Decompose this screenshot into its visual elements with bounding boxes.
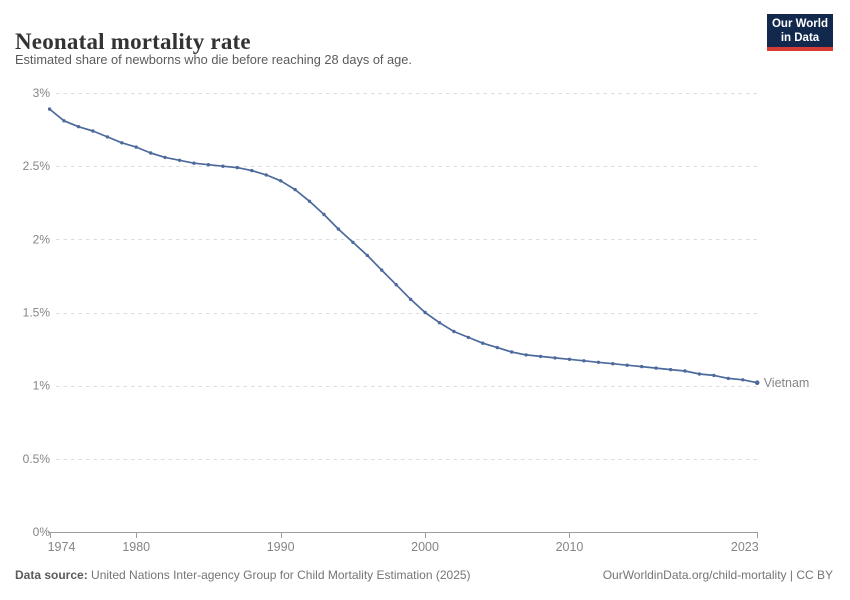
data-point [754, 380, 760, 386]
data-point [553, 356, 557, 360]
data-point [567, 357, 572, 361]
y-axis-tick-label: 0.5% [23, 452, 51, 466]
data-point [481, 341, 485, 345]
y-axis-tick-label: 1% [33, 379, 51, 393]
data-point [105, 135, 110, 139]
data-point [640, 364, 644, 369]
data-point [668, 367, 673, 372]
data-point [437, 321, 442, 325]
chart-footer: Data source: United Nations Inter-agency… [15, 568, 833, 582]
data-point [192, 161, 196, 165]
data-point [408, 297, 413, 301]
data-point [62, 119, 66, 123]
data-point [394, 283, 398, 287]
data-point [307, 199, 312, 203]
series-line [48, 108, 759, 384]
x-axis-tick-label: 2010 [556, 540, 584, 554]
data-point [279, 179, 283, 183]
data-point [76, 125, 81, 129]
owid-logo-line2: in Data [780, 32, 820, 44]
data-source-label: Data source: [15, 568, 88, 582]
data-point [177, 158, 182, 162]
data-point [625, 363, 629, 367]
data-point [712, 373, 716, 378]
data-point [336, 227, 341, 231]
x-axis-tick-label: 2023 [731, 540, 759, 554]
chart-subtitle: Estimated share of newborns who die befo… [15, 52, 412, 67]
x-axis-tick-label: 2000 [411, 540, 439, 554]
data-source-text: United Nations Inter-agency Group for Ch… [87, 568, 471, 582]
data-point [322, 212, 326, 217]
line-chart: 0% 0.5% 1% 1.5% 2% 2.5% 3% 1974 1980 1990 2000 2010… [23, 86, 810, 554]
y-axis-tick-label: 0% [33, 525, 51, 539]
data-point [365, 253, 369, 258]
data-point [697, 372, 702, 376]
data-point [726, 376, 730, 381]
data-point [582, 359, 586, 363]
data-point [221, 164, 225, 168]
entity-label: Vietnam [764, 376, 810, 390]
data-point [149, 151, 153, 155]
y-axis-tick-label: 3% [33, 86, 51, 100]
data-source-note: Data source: United Nations Inter-agency… [15, 568, 471, 582]
x-axis-tick-label: 1990 [267, 540, 295, 554]
x-axis-tick-label: 1974 [48, 540, 76, 554]
data-point [163, 155, 167, 160]
data-point [47, 107, 52, 111]
data-point [510, 350, 514, 354]
data-point [683, 369, 687, 373]
data-point [452, 329, 456, 334]
data-point [538, 354, 543, 359]
data-point [495, 345, 499, 350]
data-point [264, 173, 268, 177]
owid-logo[interactable]: Our World in Data [767, 14, 833, 51]
data-point [596, 360, 601, 364]
data-point [250, 168, 254, 173]
data-point [466, 335, 471, 340]
data-point [654, 366, 658, 370]
data-point [206, 163, 211, 167]
data-point [134, 145, 138, 149]
credit-note: OurWorldinData.org/child-mortality | CC … [603, 568, 833, 582]
data-point [611, 362, 615, 366]
y-axis-tick-label: 1.5% [23, 306, 51, 320]
license-text: | CC BY [786, 568, 833, 582]
chart-title: Neonatal mortality rate [15, 29, 251, 55]
data-point [380, 268, 384, 272]
data-point [293, 187, 297, 192]
data-point [741, 378, 745, 382]
x-axis-tick-label: 1980 [122, 540, 150, 554]
data-point [235, 165, 239, 170]
data-point [423, 310, 427, 315]
y-axis-tick-label: 2.5% [23, 159, 51, 173]
data-point [120, 141, 124, 145]
y-axis-tick-label: 2% [33, 232, 51, 246]
data-point [351, 240, 355, 244]
data-point [91, 129, 95, 133]
owid-logo-line1: Our World [771, 18, 828, 30]
owid-url-link[interactable]: OurWorldinData.org/child-mortality [602, 568, 787, 582]
data-point [524, 353, 528, 357]
